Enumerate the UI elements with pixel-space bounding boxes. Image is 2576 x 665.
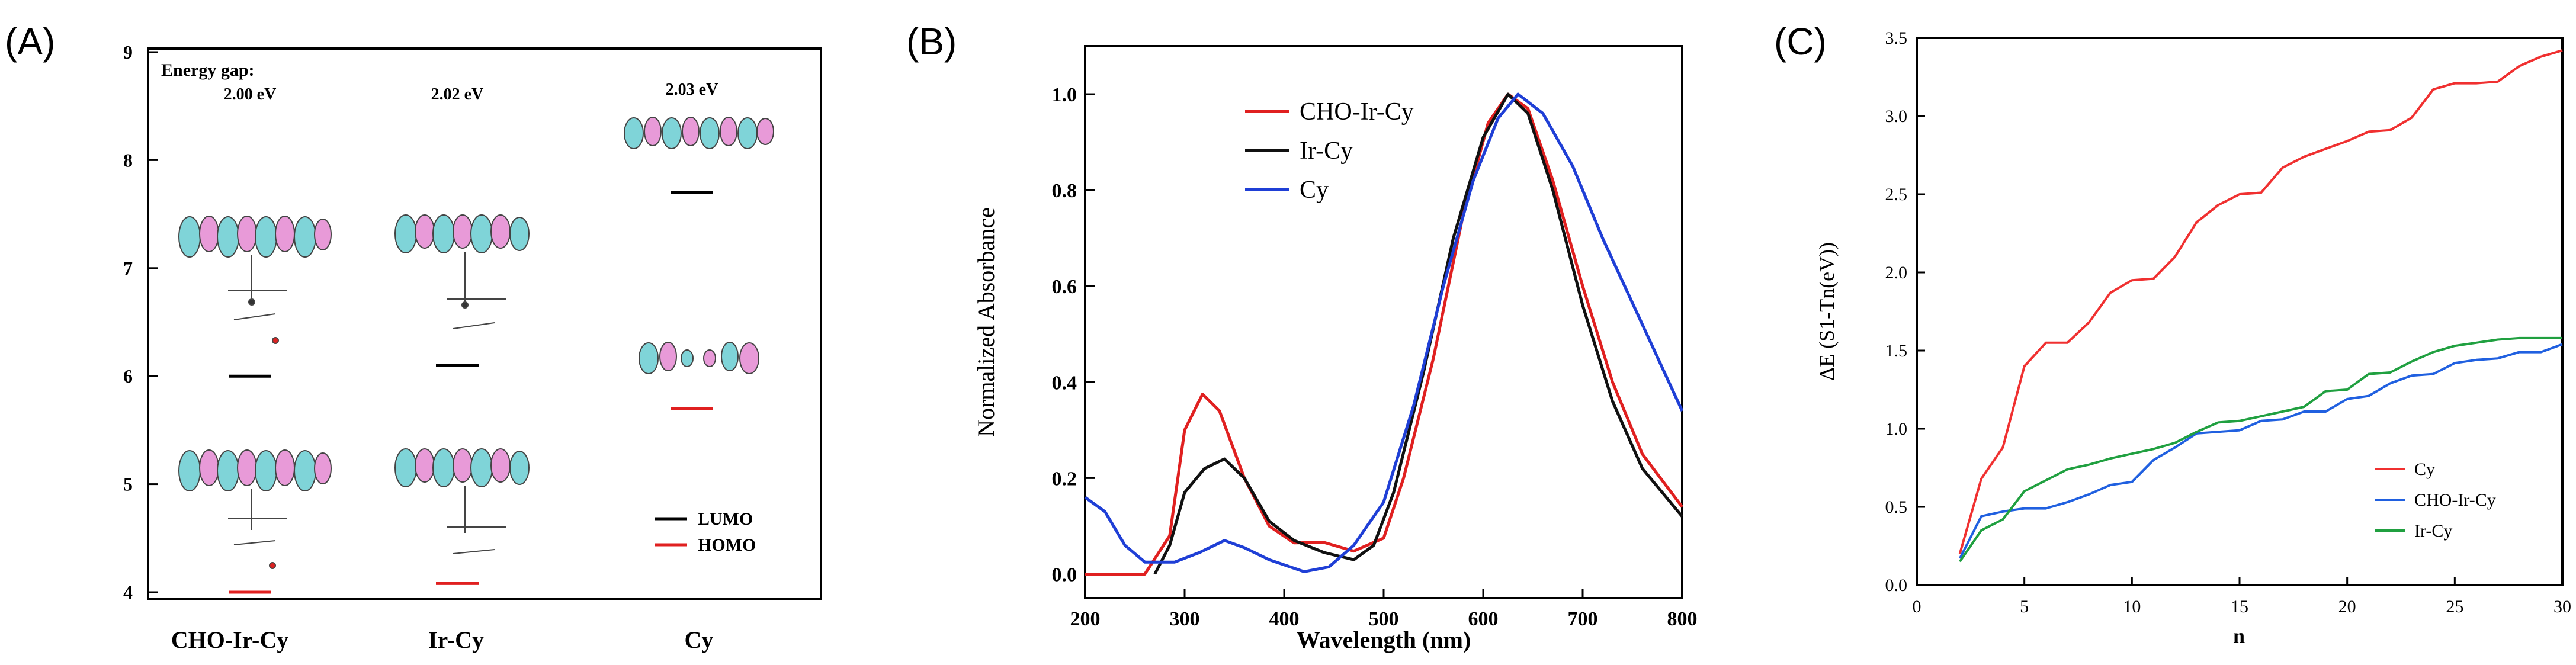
panel-a-gaps: 2.00 eV 2.02 eV 2.03 eV [224, 81, 718, 104]
category-label: CHO-Ir-Cy [171, 627, 288, 653]
legend-label: Cy [1300, 176, 1329, 204]
series-line-ir-cy [1153, 92, 1683, 575]
panel-b-ticks: 200 300 400 500 600 700 800 0.0 0.2 0.4 0.6 0.8 1.0 [1052, 84, 1698, 630]
category-label: Cy [685, 627, 714, 653]
y-tick-label: 0.6 [1052, 276, 1077, 298]
series-line-cho-ir-cy [1958, 343, 2563, 560]
cy-lumo-orbital [624, 117, 774, 149]
x-tick-label: 600 [1468, 608, 1499, 630]
panel-c-series [1958, 49, 2563, 563]
y-tick-label: 0.8 [1052, 180, 1077, 202]
energy-gap-value: 2.00 eV [224, 85, 277, 104]
y-tick-label: 0.2 [1052, 468, 1077, 490]
series-line-cy [1958, 49, 2563, 554]
y-tick-label: 4 [123, 582, 133, 603]
x-tick-label: 20 [2338, 597, 2356, 616]
series-line-cho-ir-cy [1085, 92, 1683, 576]
x-tick-label: 25 [2446, 597, 2463, 616]
panel-b-xlabel: Wavelength (nm) [1297, 627, 1471, 653]
ir-cy-lumo-orbital [394, 214, 530, 329]
y-tick-label: 0.0 [1885, 576, 1908, 595]
panel-a-levels [229, 191, 713, 594]
x-tick-label: 5 [2020, 597, 2029, 616]
y-tick-label: 2.0 [1885, 263, 1908, 282]
panel-c-svg: (C) 0 5 10 15 20 25 30 0.0 0.5 1.0 1.5 2.0 2.5 3.0 3.5… [1774, 20, 2572, 648]
panel-c: (C) 0 5 10 15 20 25 30 0.0 0.5 1.0 1.5 2.0 2.5 3.0 3.5… [1718, 0, 2576, 662]
series-line-cy [1084, 92, 1684, 573]
panel-b-series [1084, 92, 1684, 576]
panel-c-ylabel: ΔE (S1-Tn(eV)) [1815, 242, 1839, 381]
x-tick-label: 300 [1170, 608, 1200, 630]
legend-label: Ir-Cy [2414, 521, 2452, 541]
orbital-illustrations [178, 117, 774, 569]
y-tick-label: 9 [123, 41, 133, 63]
panel-a-letter: (A) [5, 20, 55, 63]
panel-b-ylabel: Normalized Absorbance [973, 207, 999, 437]
panel-b-svg: (B) 200 300 400 500 600 700 800 0.0 0.2 0.4 0.6 0.8… [906, 20, 1698, 653]
x-tick-label: 0 [1913, 597, 1921, 616]
cho-ir-cy-homo-orbital [178, 449, 332, 569]
panel-c-legend: Cy CHO-Ir-Cy Ir-Cy [2375, 460, 2496, 541]
x-tick-label: 15 [2231, 597, 2248, 616]
category-label: Ir-Cy [428, 627, 484, 653]
panel-a-frame [147, 47, 822, 600]
x-tick-label: 700 [1568, 608, 1598, 630]
panel-c-letter: (C) [1774, 20, 1827, 63]
y-tick-label: 7 [123, 258, 133, 279]
y-tick-label: 8 [123, 149, 133, 171]
y-tick-label: 0.5 [1885, 497, 1908, 517]
x-tick-label: 10 [2123, 597, 2141, 616]
x-tick-label: 200 [1070, 608, 1101, 630]
panel-c-ticks: 0 5 10 15 20 25 30 0.0 0.5 1.0 1.5 2.0 2.5 3.0 3.5 [1885, 28, 2572, 616]
x-tick-label: 800 [1667, 608, 1698, 630]
panel-a-categories: CHO-Ir-Cy Ir-Cy Cy [171, 627, 714, 653]
y-tick-label: 0.4 [1052, 372, 1077, 394]
energy-gap-value: 2.03 eV [666, 81, 718, 99]
x-tick-label: 500 [1369, 608, 1399, 630]
panel-b: (B) 200 300 400 500 600 700 800 0.0 0.2 0.4 0.6 0.8… [853, 0, 1706, 662]
energy-gap-value: 2.02 eV [431, 85, 484, 104]
y-tick-label: 6 [123, 365, 133, 387]
y-tick-label: 3.0 [1885, 107, 1908, 126]
energy-gap-heading: Energy gap: [161, 60, 255, 80]
y-tick-label: 0.0 [1052, 564, 1077, 586]
y-tick-label: 1.0 [1052, 84, 1077, 106]
panel-a-legend: LUMO HOMO [655, 509, 756, 555]
legend-label: LUMO [698, 509, 753, 529]
legend-label: CHO-Ir-Cy [2414, 490, 2496, 510]
y-tick-label: 3.5 [1885, 28, 1908, 48]
y-tick-label: 1.5 [1885, 341, 1908, 361]
ir-cy-homo-orbital [394, 448, 530, 554]
y-tick-label: 1.0 [1885, 419, 1908, 439]
legend-label: CHO-Ir-Cy [1300, 98, 1414, 126]
y-tick-label: 2.5 [1885, 185, 1908, 204]
panel-c-xlabel: n [2233, 624, 2245, 648]
legend-label: Ir-Cy [1300, 137, 1353, 165]
panel-a-yticks: 4 5 6 7 8 9 [123, 41, 158, 603]
cy-homo-orbital [639, 342, 759, 374]
series-line-ir-cy [1959, 336, 2562, 563]
legend-label: HOMO [698, 535, 756, 555]
cho-ir-cy-lumo-orbital [178, 216, 332, 344]
legend-label: Cy [2414, 460, 2435, 479]
x-tick-label: 400 [1269, 608, 1300, 630]
x-tick-label: 30 [2553, 597, 2571, 616]
panel-b-letter: (B) [906, 20, 957, 63]
y-tick-label: 5 [123, 474, 133, 495]
panel-b-legend: CHO-Ir-Cy Ir-Cy Cy [1245, 98, 1414, 204]
